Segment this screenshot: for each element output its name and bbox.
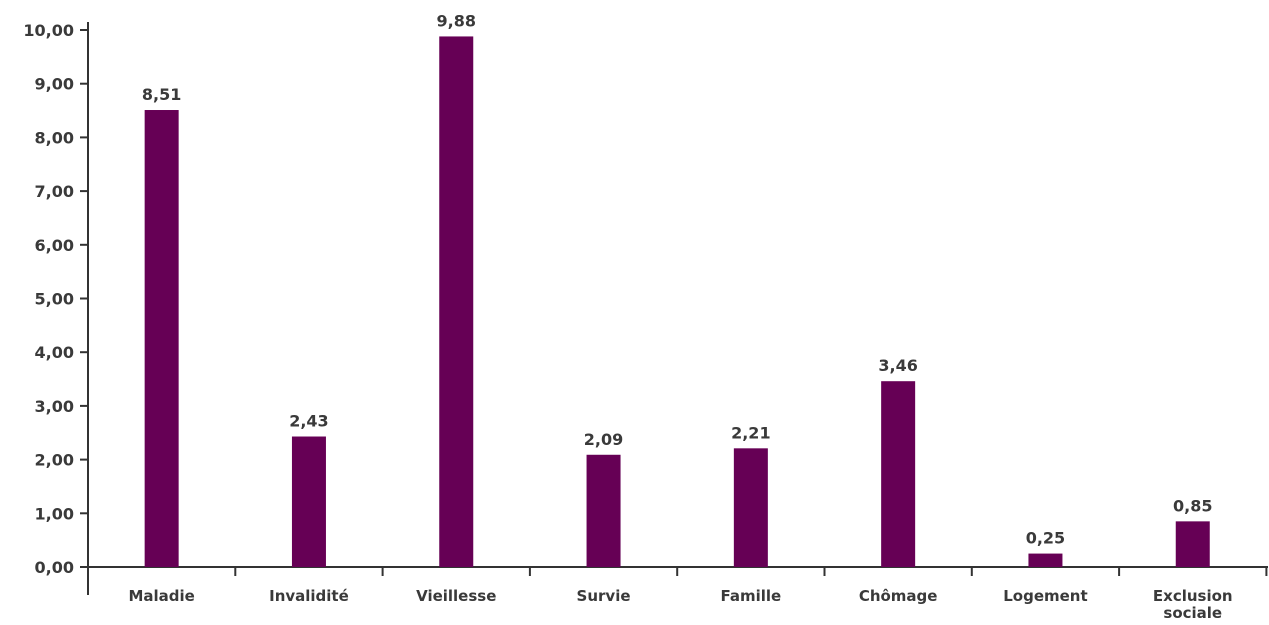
data-label: 2,21 xyxy=(731,423,770,442)
category-label: Vieillesse xyxy=(416,587,496,605)
y-tick-label: 4,00 xyxy=(35,343,74,362)
y-tick-label: 9,00 xyxy=(35,75,74,94)
data-label: 2,43 xyxy=(289,412,328,431)
y-tick-label: 6,00 xyxy=(35,236,74,255)
y-tick-label: 1,00 xyxy=(35,504,74,523)
bar xyxy=(291,436,326,567)
x-axis: Maladie Invalidité Vieillesse Survie Famille… xyxy=(88,566,1268,622)
bar xyxy=(881,381,916,567)
y-axis: 0,00 1,00 2,00 3,00 4,00 5,00 6,00 7,00 8,00 9,00… xyxy=(23,21,89,595)
bar xyxy=(1175,521,1210,567)
category-label: Famille xyxy=(720,587,781,605)
y-tick-label: 2,00 xyxy=(35,451,74,470)
bar xyxy=(439,36,474,568)
y-tick-label: 10,00 xyxy=(23,21,74,40)
data-label: 0,85 xyxy=(1173,496,1212,515)
category-label: Invalidité xyxy=(269,587,349,605)
data-label: 3,46 xyxy=(878,356,917,375)
data-label: 9,88 xyxy=(437,11,476,30)
category-label: Survie xyxy=(577,587,631,605)
y-tick-label: 3,00 xyxy=(35,397,74,416)
data-label: 8,51 xyxy=(142,85,181,104)
bar xyxy=(1028,553,1063,567)
data-labels: 8,51 2,43 9,88 2,09 2,21 3,46 0,25 0,85 xyxy=(142,11,1213,547)
y-tick-label: 8,00 xyxy=(35,128,74,147)
bar xyxy=(733,448,768,567)
category-label: Chômage xyxy=(859,587,938,605)
category-label: Logement xyxy=(1003,587,1087,605)
y-tick-label: 5,00 xyxy=(35,290,74,309)
y-tick-label: 0,00 xyxy=(35,558,74,577)
bar xyxy=(586,454,621,567)
category-label: Maladie xyxy=(128,587,194,605)
data-label: 2,09 xyxy=(584,430,623,449)
data-label: 0,25 xyxy=(1026,529,1065,548)
y-tick-label: 7,00 xyxy=(35,182,74,201)
bars xyxy=(144,36,1210,568)
bar xyxy=(144,110,179,567)
category-label: Exclusion sociale xyxy=(1153,587,1233,622)
